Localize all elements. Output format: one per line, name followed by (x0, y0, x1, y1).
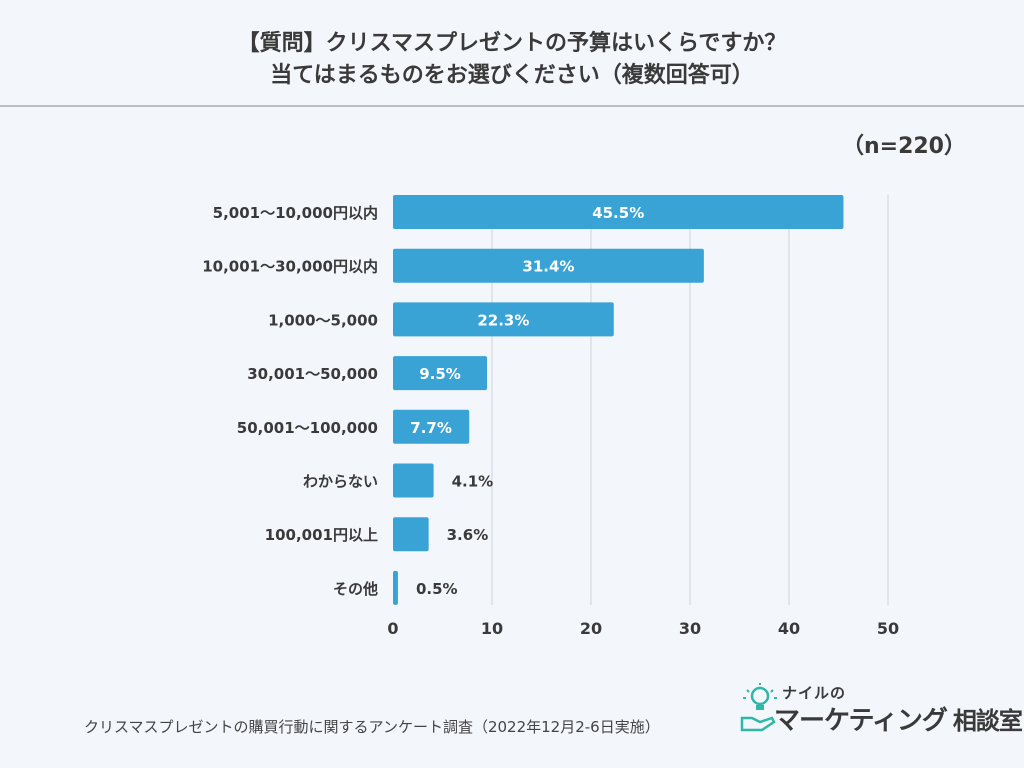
chart-title: 【質問】クリスマスプレゼントの予算はいくらですか？ 当てはまるものをお選びくださ… (0, 28, 1024, 92)
category-label: 5,001〜10,000円以内 (213, 204, 378, 222)
category-labels: 5,001〜10,000円以内 10,001〜30,000円以内 1,000〜5,0… (202, 204, 378, 598)
x-tick-label: 20 (580, 619, 602, 638)
bars (393, 195, 844, 605)
category-label: 1,000〜5,000 (268, 311, 378, 329)
grid-lines (491, 195, 889, 605)
data-label: 9.5% (419, 365, 461, 383)
bar (393, 409, 470, 444)
category-label: 30,001〜50,000 (247, 365, 378, 383)
title-line-2: 当てはまるものをお選びください（複数回答可） (270, 63, 754, 88)
bar (393, 570, 398, 605)
x-tick-label: 40 (778, 619, 800, 638)
bar (393, 517, 429, 552)
x-tick-label: 50 (877, 619, 899, 638)
bar (393, 195, 844, 229)
survey-source-note: クリスマスプレゼントの購買行動に関するアンケート調査（2022年12月2-6日実… (84, 718, 660, 736)
category-label: わからない (303, 473, 378, 491)
brand-sub-label: 相談室 (952, 707, 1023, 735)
x-tick-label: 0 (387, 619, 398, 638)
data-label: 3.6% (447, 526, 489, 544)
x-tick-label: 30 (679, 619, 701, 638)
category-label: その他 (333, 580, 378, 598)
bar (393, 463, 434, 498)
lightbulb-hand-icon (740, 683, 777, 732)
data-label: 0.5% (416, 580, 458, 598)
title-line-1: 【質問】クリスマスプレゼントの予算はいくらですか？ (237, 31, 787, 56)
category-label: 100,001円以上 (265, 526, 378, 544)
bar (393, 248, 704, 283)
category-label: 50,001〜100,000 (237, 419, 378, 437)
data-label: 31.4% (522, 258, 574, 276)
x-tick-label: 10 (481, 619, 503, 638)
data-label: 7.7% (410, 419, 452, 437)
data-label: 22.3% (477, 311, 529, 329)
x-axis-ticks: 0 10 20 30 40 50 (387, 619, 899, 638)
brand-logo: ナイルの マーケティング 相談室 (738, 680, 1023, 740)
brand-main-text: マーケティング 相談室 (774, 700, 1023, 737)
data-label: 4.1% (452, 473, 494, 491)
sample-size-label: （n=220） (841, 134, 966, 159)
bar (393, 302, 614, 337)
title-divider (0, 105, 1024, 107)
brand-main-label: マーケティング (774, 706, 948, 736)
brand-top-text: ナイルの (782, 684, 847, 702)
category-label: 10,001〜30,000円以内 (202, 258, 378, 276)
data-label: 45.5% (592, 204, 644, 222)
value-labels: 45.5% 31.4% 22.3% 9.5% 7.7% 4.1% 3.6% 0.5% (410, 204, 644, 598)
bar (393, 356, 488, 391)
